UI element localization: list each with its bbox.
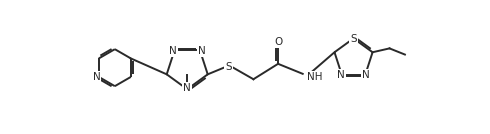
Text: N: N	[337, 70, 345, 80]
Text: O: O	[274, 37, 282, 47]
Text: N: N	[93, 72, 100, 82]
Text: N: N	[183, 83, 191, 93]
Text: S: S	[225, 62, 232, 72]
Text: N: N	[197, 46, 205, 56]
Text: N: N	[169, 46, 177, 56]
Text: S: S	[350, 34, 357, 44]
Text: N: N	[362, 70, 370, 80]
Text: NH: NH	[307, 72, 322, 82]
